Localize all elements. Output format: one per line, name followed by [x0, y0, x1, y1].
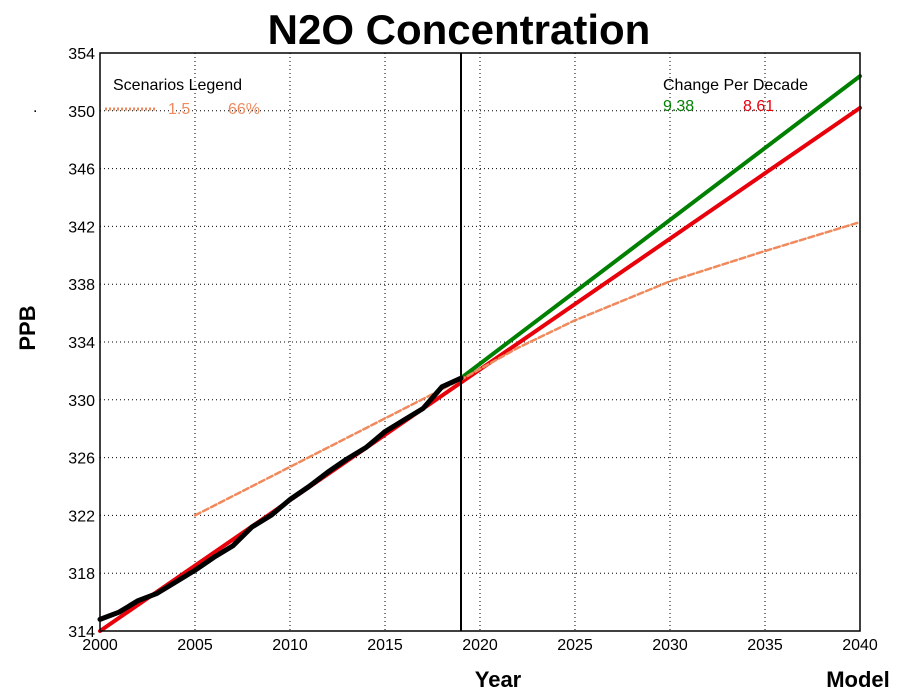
change-per-decade-red-value: 8.61 [743, 98, 774, 115]
y-tick-label: 338 [68, 277, 95, 294]
y-tick-label: 314 [68, 624, 95, 641]
change-per-decade-green-value: 9.38 [663, 98, 694, 115]
legend-entry-value: 66% [228, 101, 260, 118]
corner-label: Model [826, 667, 890, 692]
x-axis-label: Year [475, 667, 522, 692]
x-tick-label: 2025 [557, 637, 593, 654]
y-tick-label: 326 [68, 451, 95, 468]
x-tick-labels: 2000 2005 2010 2015 2020 2025 2030 2035 2040 [82, 637, 878, 654]
legend-heading: Scenarios Legend [113, 77, 242, 94]
x-tick-label: 2010 [272, 637, 308, 654]
stray-mark: . [33, 99, 37, 116]
x-tick-label: 2005 [177, 637, 213, 654]
series-line-3 [97, 375, 464, 622]
x-tick-label: 2000 [82, 637, 118, 654]
y-tick-label: 350 [68, 104, 95, 121]
plot-frame [99, 52, 861, 632]
x-tick-label: 2020 [462, 637, 498, 654]
change-per-decade-heading: Change Per Decade [663, 77, 808, 94]
y-axis-label: PPB [15, 305, 40, 350]
y-tick-label: 322 [68, 508, 95, 525]
x-tick-label: 2035 [747, 637, 783, 654]
series-line-1 [459, 74, 862, 381]
y-tick-label: 330 [68, 393, 95, 410]
y-tick-label: 354 [68, 46, 95, 63]
x-tick-label: 2015 [367, 637, 403, 654]
y-tick-labels: 314 318 322 326 330 334 338 342 346 350 354 [68, 46, 95, 641]
legend-entry-label: 1.5 [168, 101, 190, 118]
y-tick-label: 346 [68, 162, 95, 179]
y-tick-label: 342 [68, 219, 95, 236]
y-tick-label: 318 [68, 566, 95, 583]
chart-title: N2O Concentration [268, 6, 651, 53]
y-tick-label: 334 [68, 335, 95, 352]
x-tick-label: 2040 [842, 637, 878, 654]
x-tick-label: 2030 [652, 637, 688, 654]
